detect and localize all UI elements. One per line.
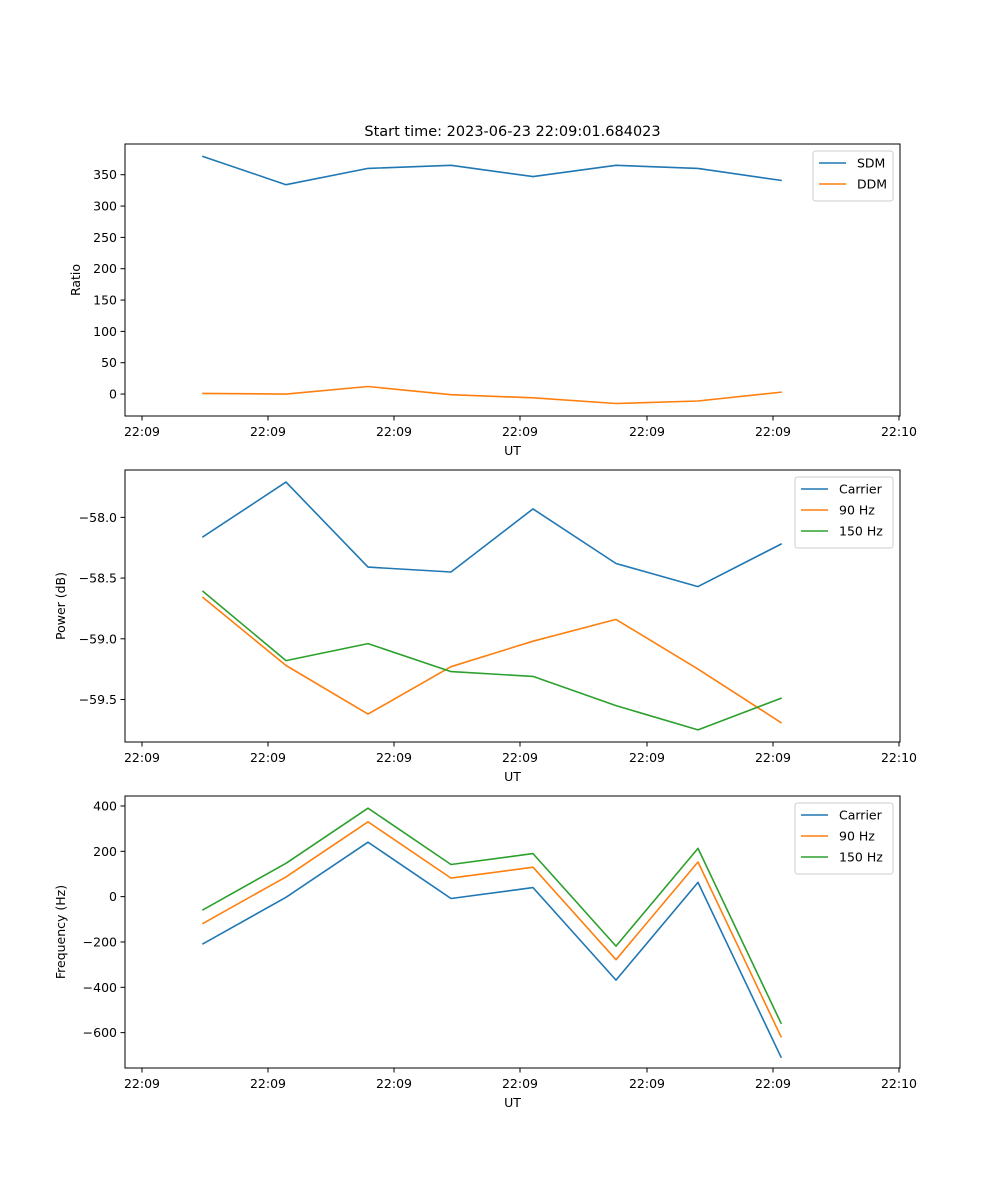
x-axis-label: UT xyxy=(504,1095,521,1110)
x-tick-label: 22:09 xyxy=(124,1076,160,1091)
legend-label: 90 Hz xyxy=(839,503,875,518)
y-tick-label: −200 xyxy=(83,934,117,949)
legend-label: Carrier xyxy=(839,482,883,497)
x-tick-label: 22:09 xyxy=(755,424,791,439)
x-tick-label: 22:09 xyxy=(502,424,538,439)
axes-frame xyxy=(124,469,901,743)
y-axis-label: Ratio xyxy=(68,264,83,296)
y-tick-label: −58.0 xyxy=(79,510,117,525)
y-tick-label: 0 xyxy=(109,387,117,402)
x-tick-label: 22:09 xyxy=(250,1076,286,1091)
y-tick-label: −58.5 xyxy=(79,571,117,586)
x-tick-label: 22:09 xyxy=(376,1076,412,1091)
x-tick-label: 22:09 xyxy=(124,750,160,765)
series-line-150-hz xyxy=(201,590,783,731)
legend-label: Carrier xyxy=(839,808,883,823)
series-line-150-hz xyxy=(201,807,783,1025)
x-tick-label: 22:09 xyxy=(376,424,412,439)
x-tick-label: 22:09 xyxy=(629,750,665,765)
legend: SDM DDM xyxy=(812,150,894,202)
y-tick-label: −400 xyxy=(83,980,117,995)
x-tick-label: 22:09 xyxy=(250,424,286,439)
x-tick-label: 22:10 xyxy=(881,424,917,439)
y-tick-label: 100 xyxy=(93,324,117,339)
chart-title: Start time: 2023-06-23 22:09:01.684023 xyxy=(364,124,660,140)
y-tick-label: 250 xyxy=(93,230,117,245)
legend: Carrier 90 Hz 150 Hz xyxy=(794,802,894,875)
x-tick-label: 22:09 xyxy=(502,750,538,765)
legend-label: 90 Hz xyxy=(839,829,875,844)
series-line-carrier xyxy=(201,481,783,588)
series-line-carrier xyxy=(201,841,783,1059)
x-tick-label: 22:09 xyxy=(124,424,160,439)
x-tick-label: 22:10 xyxy=(881,750,917,765)
series-line-ddm xyxy=(202,385,782,405)
x-axis-label: UT xyxy=(504,443,521,458)
y-tick-label: 150 xyxy=(93,293,117,308)
y-axis-label: Power (dB) xyxy=(53,572,68,640)
chart-panel-3: 22:09 22:09 22:09 22:09 22:09 22:09 22:10 −600 −… xyxy=(53,795,917,1110)
x-tick-label: 22:09 xyxy=(250,750,286,765)
x-tick-label: 22:10 xyxy=(881,1076,917,1091)
series-line-90-hz xyxy=(201,596,783,724)
y-tick-label: −59.0 xyxy=(79,631,117,646)
x-tick-label: 22:09 xyxy=(755,750,791,765)
y-tick-label: −600 xyxy=(83,1025,117,1040)
y-tick-label: 300 xyxy=(93,199,117,214)
legend-label: 150 Hz xyxy=(839,850,883,865)
axes-frame xyxy=(124,795,901,1069)
y-axis-label: Frequency (Hz) xyxy=(53,885,68,979)
y-tick-label: 50 xyxy=(101,355,117,370)
x-tick-label: 22:09 xyxy=(502,1076,538,1091)
legend-label: SDM xyxy=(857,156,885,171)
chart-panel-1: 22:09 22:09 22:09 22:09 22:09 22:09 22:10 0 50 10… xyxy=(68,143,917,458)
series-line-sdm xyxy=(201,155,782,186)
y-tick-label: 350 xyxy=(93,167,117,182)
series-line-90-hz xyxy=(201,820,783,1038)
y-tick-label: 0 xyxy=(109,889,117,904)
x-tick-label: 22:09 xyxy=(629,1076,665,1091)
legend-label: 150 Hz xyxy=(839,524,883,539)
y-tick-label: −59.5 xyxy=(79,692,117,707)
x-tick-label: 22:09 xyxy=(629,424,665,439)
x-axis-label: UT xyxy=(504,769,521,784)
y-tick-label: 400 xyxy=(93,798,117,813)
chart-panel-2: 22:09 22:09 22:09 22:09 22:09 22:09 22:10 −59.5… xyxy=(53,469,917,784)
x-tick-label: 22:09 xyxy=(755,1076,791,1091)
y-tick-label: 200 xyxy=(93,261,117,276)
x-tick-label: 22:09 xyxy=(376,750,412,765)
y-tick-label: 200 xyxy=(93,844,117,859)
axes-frame xyxy=(124,143,901,417)
legend-label: DDM xyxy=(857,177,887,192)
legend: Carrier 90 Hz 150 Hz xyxy=(794,476,894,549)
